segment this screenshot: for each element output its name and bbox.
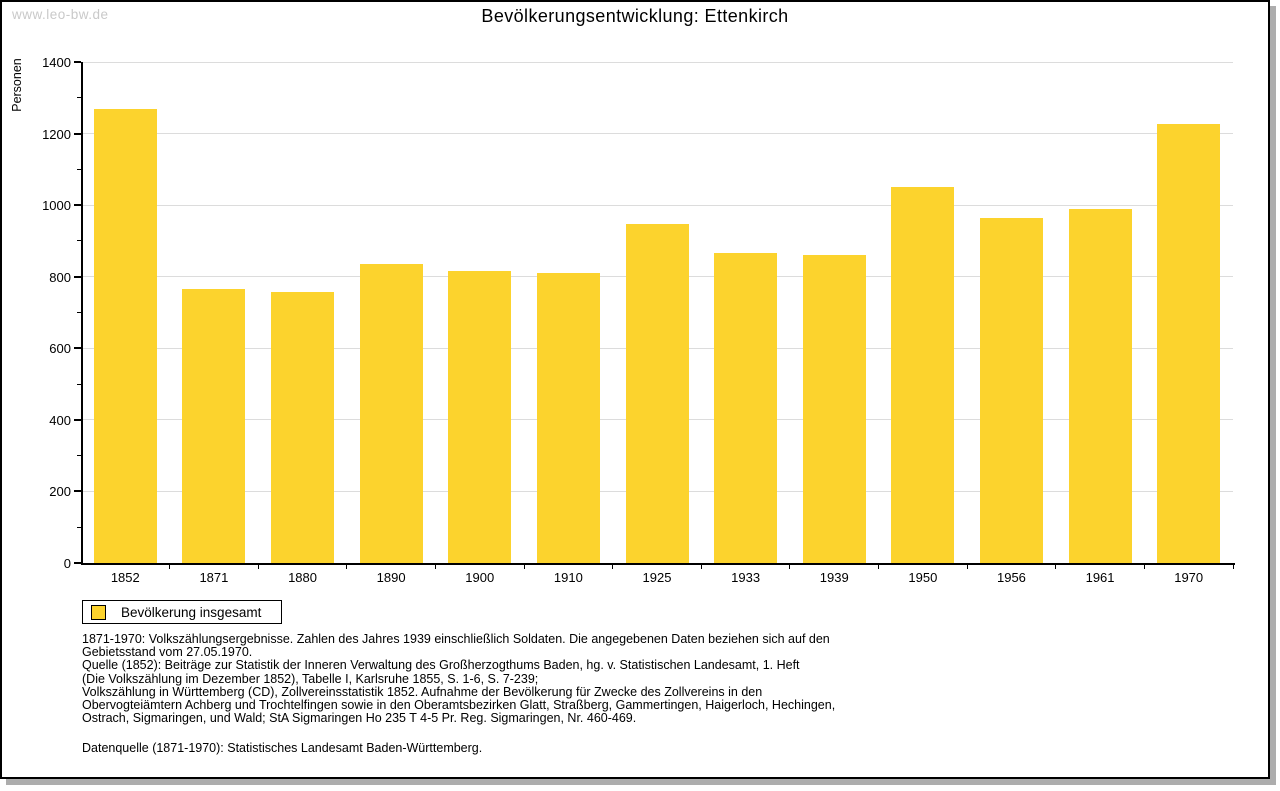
y-axis-tick-label: 1400 <box>42 55 71 70</box>
y-axis-minor-tick <box>77 526 81 528</box>
x-axis-tick <box>1143 565 1145 569</box>
bar <box>891 186 955 563</box>
y-axis-minor-tick <box>77 240 81 242</box>
x-axis-label: 1900 <box>465 570 495 585</box>
y-axis-tick <box>74 347 81 350</box>
x-axis-tick <box>523 565 525 569</box>
legend-label: Bevölkerung insgesamt <box>121 604 262 620</box>
x-axis-label: 1925 <box>642 570 672 585</box>
x-axis-label: 1852 <box>110 570 140 585</box>
x-axis-tick <box>434 565 436 569</box>
bar <box>182 288 246 563</box>
y-axis-tick <box>74 562 81 564</box>
bar <box>802 254 866 563</box>
gridline <box>83 204 1233 206</box>
chart: Personen 0 200 400 600 800 1000 1200 1400 1852 18… <box>2 2 1268 777</box>
watermark-leo-bw: www.leo-bw.de <box>12 7 109 22</box>
footnotes: 1871-1970: Volkszählungsergebnisse. Zahl… <box>82 632 912 726</box>
x-axis-tick <box>169 565 171 569</box>
x-axis-tick <box>878 565 880 569</box>
x-axis-label: 1890 <box>376 570 406 585</box>
x-axis-tick <box>346 565 348 569</box>
x-axis-tick <box>257 565 259 569</box>
y-axis-minor-tick <box>77 383 81 385</box>
y-axis-tick-label: 400 <box>49 412 71 428</box>
footnote-line: Ostrach, Sigmaringen, und Wald; StA Sigm… <box>82 711 637 726</box>
y-axis-tick <box>74 275 81 278</box>
bar <box>448 271 512 563</box>
legend-color-swatch <box>91 604 106 620</box>
x-axis-tick <box>789 565 791 569</box>
chart-image-frame: www.leo-bw.de Bevölkerungsentwicklung: E… <box>0 0 1270 779</box>
datasource-note: Datenquelle (1871-1970): Statistisches L… <box>82 741 483 755</box>
y-axis-minor-tick <box>77 168 81 170</box>
footnote-line: Gebietsstand vom 27.05.1970. <box>82 645 253 660</box>
y-axis-minor-tick <box>77 97 81 99</box>
x-axis-tick <box>1055 565 1057 569</box>
y-axis-tick <box>74 418 81 421</box>
x-axis-label: 1933 <box>731 570 761 585</box>
y-axis-tick-label: 600 <box>49 341 71 357</box>
x-axis-tick <box>966 565 968 569</box>
x-axis-tick <box>700 565 702 569</box>
y-axis-tick-label: 200 <box>49 484 71 500</box>
footnote-line: Quelle (1852): Beiträge zur Statistik de… <box>82 658 800 673</box>
y-axis-tick <box>74 204 81 207</box>
legend-box: Bevölkerung insgesamt <box>82 600 282 624</box>
footnote-line: Obervogteiämtern Achberg und Trochtelfin… <box>82 698 836 713</box>
x-axis-label: 1910 <box>553 570 583 585</box>
bar <box>714 252 778 563</box>
x-axis-label: 1970 <box>1174 570 1204 585</box>
chart-title: Bevölkerungsentwicklung: Ettenkirch <box>481 6 789 26</box>
x-axis-label: 1961 <box>1085 570 1115 585</box>
y-axis-tick-label: 800 <box>49 269 71 285</box>
x-axis-label: 1956 <box>996 570 1026 585</box>
plot-area <box>81 62 1235 565</box>
y-axis-tick-label: 1000 <box>42 198 71 214</box>
y-axis-tick <box>74 61 81 63</box>
x-axis-tick <box>612 565 614 569</box>
x-axis-label: 1950 <box>908 570 938 585</box>
bar <box>979 218 1043 563</box>
bar <box>271 292 335 563</box>
bar <box>625 224 689 563</box>
footnote-line: (Die Volkszählung im Dezember 1852), Tab… <box>82 671 539 686</box>
x-axis-label: 1871 <box>199 570 229 585</box>
y-axis-tick-label: 1200 <box>42 126 71 142</box>
x-axis-tick <box>1232 565 1234 569</box>
footnote-line: 1871-1970: Volkszählungsergebnisse. Zahl… <box>82 632 830 646</box>
y-axis-tick <box>74 490 81 493</box>
y-axis-minor-tick <box>77 312 81 313</box>
y-axis-tick-label: 0 <box>63 556 71 571</box>
bar <box>93 108 157 563</box>
y-axis-tick <box>74 132 81 135</box>
x-axis-label: 1880 <box>288 570 317 585</box>
footnote-line: Volkszählung in Württemberg (CD), Zollve… <box>82 684 763 699</box>
bar <box>536 273 600 563</box>
y-axis-minor-tick <box>77 455 81 457</box>
bar <box>1157 123 1221 563</box>
gridline <box>83 133 1233 135</box>
x-axis-label: 1939 <box>819 570 849 585</box>
bar <box>1068 208 1132 563</box>
bar <box>359 263 423 563</box>
gridline <box>83 61 1233 63</box>
